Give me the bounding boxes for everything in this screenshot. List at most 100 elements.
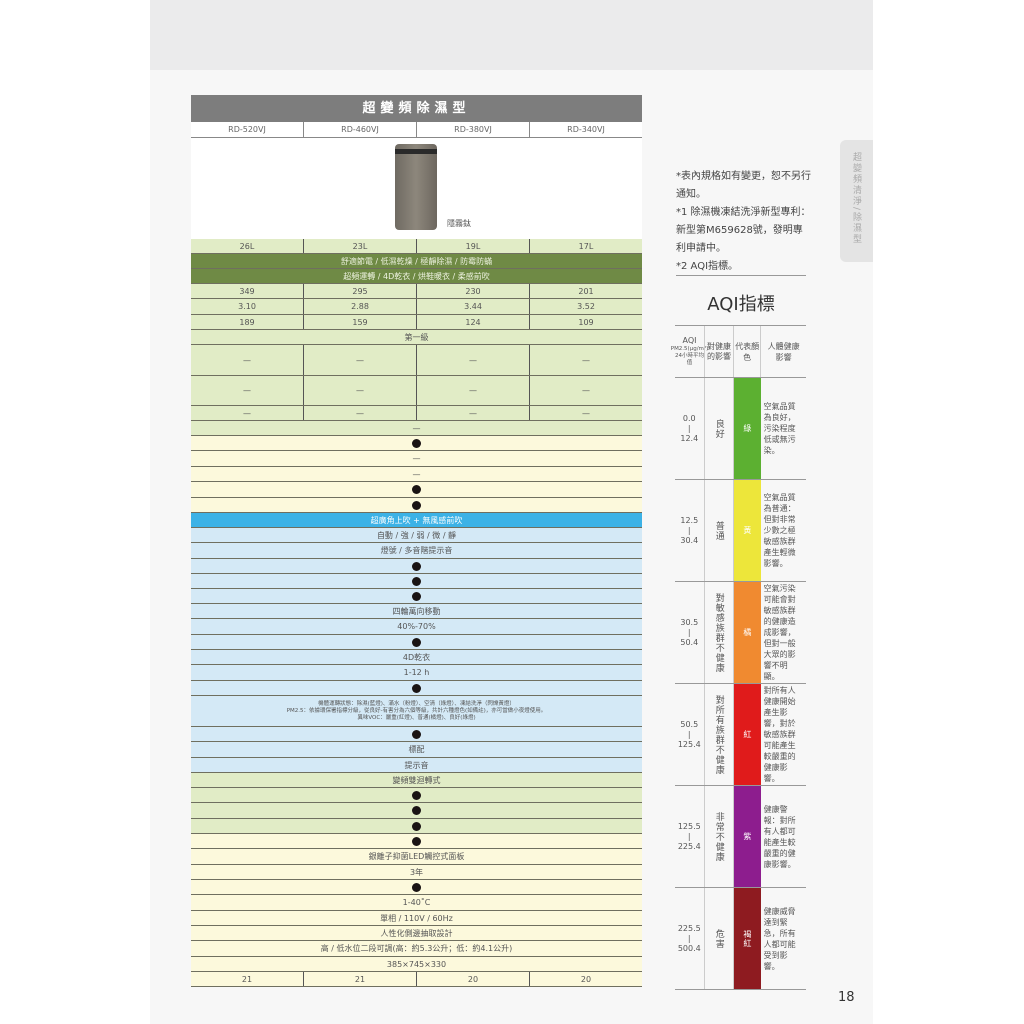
spec-title: 超變頻除濕型 (191, 95, 642, 122)
dot-icon (412, 683, 421, 693)
product-image (395, 144, 437, 230)
dot-icon (412, 882, 421, 892)
dot-icon (412, 561, 421, 571)
spec-row: 3年 (191, 865, 642, 880)
spec-line: 異味VOC：嚴重(紅燈)、普通(橘燈)、良好(綠燈) (357, 714, 476, 721)
spec-row (191, 788, 642, 803)
spec-row: 1-40˚C (191, 895, 642, 911)
spec-cell: 159 (304, 315, 417, 329)
spec-cell: 3.52 (577, 302, 595, 311)
note: *1 除濕機凍結洗淨新型專利：新型第M659628號，發明專利申請中。 (676, 207, 811, 254)
spec-row: — (191, 467, 642, 482)
aqi-header-aqi: AQI (682, 336, 697, 345)
aqi-header-sub: PM2.5(μg/m³) (670, 346, 709, 352)
spec-row: 標配 (191, 742, 642, 758)
spec-cell: — (412, 469, 421, 479)
spec-row (191, 834, 642, 849)
spec-cell: 4D乾衣 (402, 652, 431, 662)
aqi-header-color: 代表顏色 (734, 326, 762, 377)
spec-row: 349 295 230 201 (191, 284, 642, 299)
spec-row (191, 880, 642, 895)
spec-cell-dot (191, 880, 642, 894)
aqi-header-effect: 人體健康影響 (767, 341, 800, 362)
side-tab-label: 超變頻清淨/除濕型 (851, 152, 861, 246)
spec-row (191, 559, 642, 574)
spec-cell: 349 (191, 284, 304, 298)
spec-cell: 自動 / 強 / 弱 / 微 / 靜 (376, 530, 457, 540)
spec-row: 銀離子抑菌LED觸控式面板 (191, 849, 642, 865)
aqi-range: 225.5 | 500.4 (677, 923, 701, 953)
spec-cell-dot (191, 498, 642, 512)
aqi-color-swatch: 褐紅 (734, 888, 761, 989)
notes: *表內規格如有變更，恕不另行通知。 *1 除濕機凍結洗淨新型專利：新型第M659… (676, 168, 811, 276)
spec-row: — — — — (191, 345, 642, 376)
aqi-color-swatch: 綠 (734, 378, 761, 479)
aqi-health: 良好 (703, 378, 735, 479)
spec-cell: — (191, 406, 304, 420)
aqi-table: AQI PM2.5(μg/m³) 24小時平均值 對健康的影響 代表顏色 人體健… (671, 325, 806, 990)
spec-row (191, 727, 642, 742)
spec-cell: 單相 / 110V / 60Hz (380, 913, 453, 923)
note: *2 AQI指標。 (676, 261, 739, 272)
spec-cell: 四輪萬向移動 (392, 606, 441, 616)
spec-row: 40%-70% (191, 619, 642, 635)
dot-icon (412, 500, 421, 510)
spec-cell: 3.44 (417, 299, 530, 314)
spec-cell-dot (191, 803, 642, 818)
aqi-header-health: 對健康的影響 (704, 326, 735, 377)
dot-icon (412, 836, 421, 846)
divider (675, 989, 806, 990)
aqi-range: 12.5 | 30.4 (680, 515, 699, 545)
aqi-row: 225.5 | 500.4 危害 褐紅 健康威脅達到緊急，所有人都可能受到影響。 (675, 887, 806, 989)
page-number: 18 (838, 990, 855, 1005)
spec-cell: — (582, 408, 590, 418)
spec-row (191, 436, 642, 451)
spec-row: — — — — (191, 406, 642, 421)
aqi-health: 危害 (703, 888, 735, 989)
spec-cell-dot (191, 819, 642, 833)
spec-row (191, 681, 642, 696)
spec-table: 超變頻除濕型 RD-520VJ RD-460VJ RD-380VJ RD-340… (191, 95, 642, 987)
spec-cell-dot (191, 482, 642, 497)
spec-cell: 109 (578, 317, 594, 327)
aqi-effect: 對所有人健康開始產生影響，對於敏感族群可能產生較嚴重的健康影響。 (763, 686, 796, 783)
dot-icon (412, 485, 421, 494)
spec-cell: 銀離子抑菌LED觸控式面板 (368, 852, 465, 861)
divider (676, 275, 806, 276)
spec-cell: — (191, 345, 304, 375)
dot-icon (412, 438, 421, 448)
spec-cell-dot (191, 788, 642, 802)
aqi-health: 對所有族群不健康 (703, 684, 735, 785)
aqi-health: 對敏感族群不健康 (703, 582, 735, 683)
spec-cell: — (412, 454, 421, 463)
spec-row (191, 498, 642, 513)
note: *表內規格如有變更，恕不另行通知。 (676, 171, 811, 200)
spec-row (191, 589, 642, 604)
product-image-area: 隱霧鈦 (191, 138, 642, 239)
spec-rows: 26L 23L 19L 17L 舒適節電 / 低濕乾燥 / 極靜除濕 / 防霉防蟎 超頻運… (191, 239, 642, 987)
spec-row (191, 574, 642, 589)
dot-icon (412, 576, 421, 586)
spec-row: 人性化側邊抽取設計 (191, 926, 642, 941)
spec-cell: — (417, 376, 530, 405)
aqi-color-swatch: 黃 (734, 480, 761, 581)
spec-row: — — — — (191, 376, 642, 406)
spec-row: 超廣角上吹 + 無風感前吹 (191, 513, 642, 528)
aqi-range: 30.5 | 50.4 (680, 617, 699, 647)
aqi-title: AQI指標 (707, 294, 775, 315)
spec-row (191, 819, 642, 834)
aqi-header: AQI PM2.5(μg/m³) 24小時平均值 對健康的影響 代表顏色 人體健… (671, 325, 806, 377)
spec-row: 第一級 (191, 330, 642, 345)
spec-cell: 17L (578, 241, 594, 251)
spec-row: 26L 23L 19L 17L (191, 239, 642, 254)
color-label: 隱霧鈦 (447, 219, 471, 228)
aqi-effect: 空氣品質為普通：但對非常少數之極敏感族群產生輕微影響。 (763, 493, 796, 568)
side-tab: 超變頻清淨/除濕型 (840, 140, 873, 262)
aqi-range: 50.5 | 125.4 (677, 719, 701, 749)
spec-cell: 變頻雙迴轉式 (392, 775, 441, 785)
spec-cell: 20 (580, 974, 592, 984)
spec-cell: 19L (417, 239, 530, 253)
spec-cell: 21 (304, 972, 417, 986)
spec-line: 機體運轉狀態：除濕(藍燈)、滿水（粉燈）、空清（綠燈）、凍結洗淨（閃爍黃燈） (318, 700, 515, 707)
aqi-effect: 空氣品質為良好，污染程度低或無污染。 (763, 402, 796, 455)
